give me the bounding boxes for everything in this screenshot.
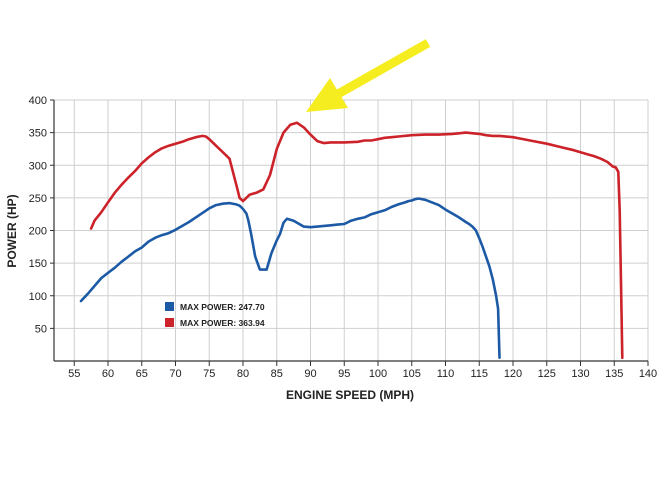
x-tick-label: 125: [538, 368, 556, 380]
x-tick-label: 60: [102, 368, 114, 380]
x-tick-label: 100: [369, 368, 387, 380]
axes: [50, 99, 649, 366]
arrow-head: [306, 78, 348, 112]
y-tick-label: 250: [29, 193, 47, 205]
x-tick-label: 80: [237, 368, 249, 380]
legend-label-blue: MAX POWER: 247.70: [180, 302, 265, 312]
x-tick-label: 85: [271, 368, 283, 380]
legend-swatch-red: [165, 318, 174, 327]
series-lines: [79, 121, 624, 360]
x-tick-label: 130: [571, 368, 589, 380]
x-tick-label: 115: [470, 368, 488, 380]
y-tick-label: 100: [29, 291, 47, 303]
y-tick-label: 50: [35, 323, 47, 335]
x-tick-label: 70: [169, 368, 181, 380]
y-tick-label: 200: [29, 226, 47, 238]
x-tick-label: 95: [338, 368, 350, 380]
legend: MAX POWER: 247.70 MAX POWER: 363.94: [165, 302, 265, 328]
grid: [54, 99, 649, 361]
annotation-arrow: [306, 39, 431, 112]
x-tick-label: 140: [639, 368, 657, 380]
x-axis-title: ENGINE SPEED (MPH): [286, 388, 414, 402]
series-line-blue: [79, 197, 501, 360]
series-line-red: [89, 121, 624, 360]
x-tick-label: 75: [203, 368, 215, 380]
legend-swatch-blue: [165, 302, 174, 311]
tick-labels: 55 60 65 70 75 80 85 90 95 100 105 110 115 120 125 130 1…: [29, 95, 658, 380]
y-tick-label: 350: [29, 128, 47, 140]
y-tick-label: 150: [29, 258, 47, 270]
y-tick-label: 400: [29, 95, 47, 107]
arrow-shaft: [335, 39, 431, 98]
x-tick-label: 90: [304, 368, 316, 380]
y-tick-label: 300: [29, 160, 47, 172]
x-tick-label: 65: [136, 368, 148, 380]
x-tick-label: 135: [605, 368, 623, 380]
x-tick-label: 105: [403, 368, 421, 380]
x-tick-label: 110: [437, 368, 455, 380]
x-tick-label: 120: [504, 368, 522, 380]
legend-label-red: MAX POWER: 363.94: [180, 318, 265, 328]
y-axis-title: POWER (HP): [5, 194, 19, 267]
x-tick-label: 55: [68, 368, 80, 380]
